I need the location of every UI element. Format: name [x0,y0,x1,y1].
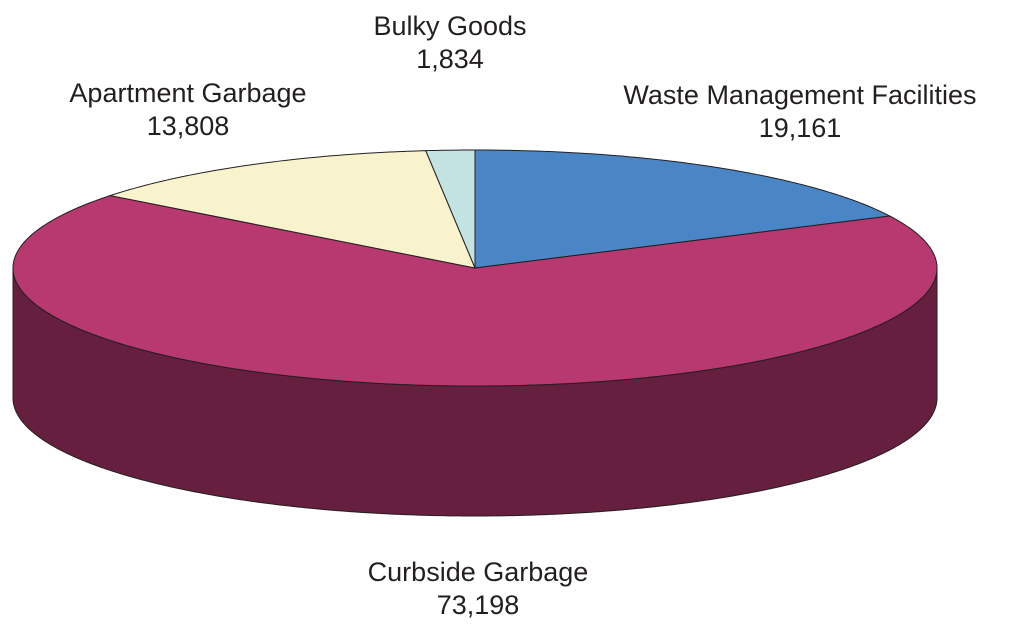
value-label: 13,808 [147,111,230,141]
value-label: 19,161 [759,113,842,143]
slice [12,195,938,387]
slice [474,149,892,269]
slice [425,149,476,269]
slice-label: Curbside Garbage [368,557,589,587]
slice-label: Apartment Garbage [69,78,306,108]
slice-label: Bulky Goods [373,11,526,41]
value-label: 73,198 [437,590,520,620]
slice-label: Waste Management Facilities [623,80,976,110]
slice [108,150,476,269]
value-label: 1,834 [416,44,484,74]
